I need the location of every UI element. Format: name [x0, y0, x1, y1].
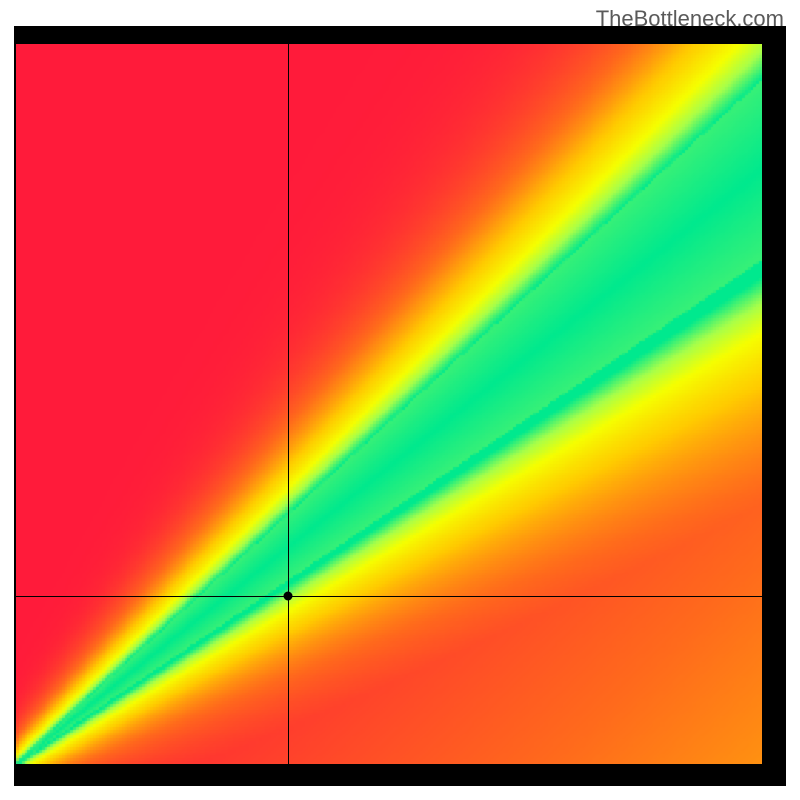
heatmap-canvas	[16, 44, 762, 764]
heatmap-plot-area	[16, 44, 762, 764]
watermark-label: TheBottleneck.com	[596, 6, 784, 32]
root-container: TheBottleneck.com	[0, 0, 800, 800]
crosshair-vertical	[288, 44, 289, 764]
crosshair-horizontal	[16, 596, 762, 597]
crosshair-dot	[284, 592, 293, 601]
chart-outer-frame	[14, 26, 786, 786]
